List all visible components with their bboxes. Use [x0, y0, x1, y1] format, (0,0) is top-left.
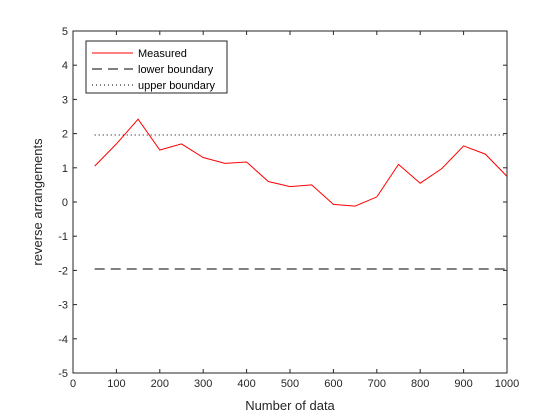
- legend-label-3: upper boundary: [138, 80, 216, 92]
- x-tick-label: 800: [411, 378, 429, 390]
- x-tick-label: 600: [324, 378, 342, 390]
- y-tick-label: -3: [58, 300, 68, 312]
- y-tick-label: -1: [58, 231, 68, 243]
- x-tick-label: 100: [107, 378, 125, 390]
- y-tick-label: 0: [62, 197, 68, 209]
- x-axis-title: Number of data: [245, 398, 335, 413]
- legend: Measured lower boundary upper boundary: [85, 40, 228, 94]
- y-tick-label: 2: [62, 129, 68, 141]
- legend-label-1: Measured: [138, 48, 187, 60]
- x-tick-label: 500: [281, 378, 299, 390]
- y-axis-title: reverse arrangements: [30, 138, 45, 266]
- y-tick-label: 1: [62, 163, 68, 175]
- series-layer: [94, 118, 508, 270]
- series-line-1: [94, 118, 508, 207]
- x-tick-label: 1000: [495, 378, 519, 390]
- y-tick-label: 4: [62, 60, 68, 72]
- x-tick-label: 300: [194, 378, 212, 390]
- y-tick-label: -2: [58, 265, 68, 277]
- y-tick-label: 3: [62, 94, 68, 106]
- y-tick-label: -4: [58, 334, 68, 346]
- y-tick-label: -5: [58, 368, 68, 380]
- y-tick-label: 5: [62, 26, 68, 38]
- legend-box: [85, 40, 228, 94]
- x-tick-label: 700: [368, 378, 386, 390]
- x-tick-label: 200: [151, 378, 169, 390]
- x-tick-label: 400: [237, 378, 255, 390]
- axes-layer: 0 100 200 300 400 500 600 700 800 900 1000 -5 -4 -3 -2…: [58, 26, 519, 390]
- x-tick-label: 0: [70, 378, 76, 390]
- x-tick-label: 900: [454, 378, 472, 390]
- legend-entries: Measured lower boundary upper boundary: [92, 48, 216, 92]
- legend-label-2: lower boundary: [138, 64, 214, 76]
